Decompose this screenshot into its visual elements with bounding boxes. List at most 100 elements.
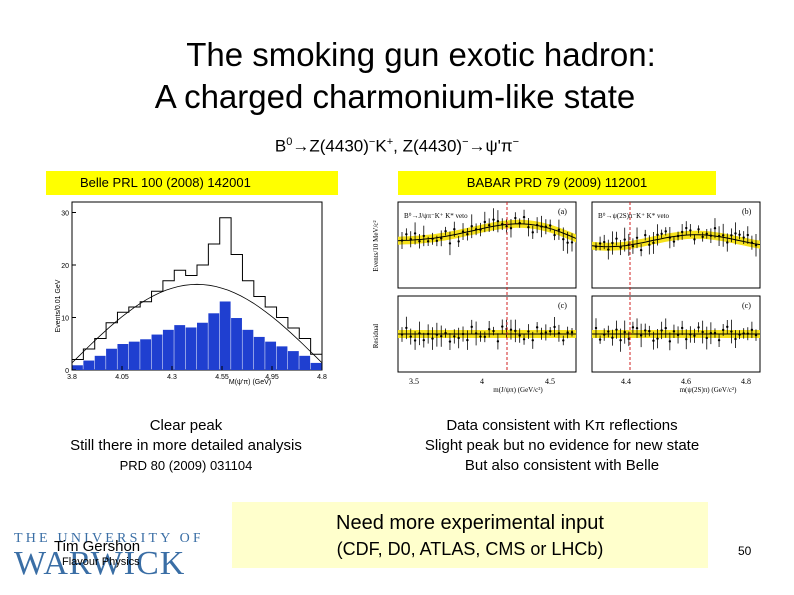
babar-fit-curve [591, 234, 761, 248]
babar-y-label-top: Events/10 MeV/c² [372, 220, 380, 271]
babar-data-point [479, 228, 482, 231]
babar-data-point [754, 333, 758, 337]
subtitle-part: →ψ'π [468, 136, 513, 156]
belle-y-tick-label: 20 [61, 263, 69, 270]
babar-data-point [660, 329, 663, 332]
babar-data-point [522, 215, 526, 219]
babar-data-point [522, 338, 526, 341]
babar-data-point [644, 233, 647, 237]
babar-data-point [656, 337, 659, 340]
belle-histogram: 30 20 10 03.8 4.05 4.3 4.55 4.95 4.8 Events/0.01… [50, 196, 328, 386]
babar-x-tick-label: 4.4 [621, 377, 631, 386]
babar-data-point [496, 220, 500, 223]
babar-data-point [713, 226, 717, 230]
belle-sideband-bar [231, 318, 242, 370]
babar-panel-label: (b) [742, 207, 752, 216]
belle-reference: Belle PRL 100 (2008) 142001 [46, 171, 338, 195]
belle-sideband-bar [94, 355, 106, 370]
belle-sideband-bar [310, 362, 322, 370]
babar-data-point [474, 228, 478, 231]
belle-sideband-bar [299, 355, 311, 370]
babar-data-point [730, 330, 733, 333]
babar-data-point [660, 232, 663, 236]
subtitle-part: + [386, 136, 394, 148]
babar-data-point [701, 330, 704, 334]
babar-data-point [598, 242, 602, 245]
babar-data-point [527, 226, 530, 229]
babar-data-point [615, 237, 618, 240]
babar-data-point [470, 225, 473, 228]
babar-data-point [570, 331, 574, 334]
babar-data-point [549, 224, 552, 227]
babar-data-point [535, 326, 539, 329]
babar-data-point [409, 335, 412, 338]
belle-x-tick-label: 4.95 [265, 374, 279, 381]
babar-data-point [453, 228, 456, 231]
babar-data-point [514, 216, 517, 220]
decay-subtitle: B0→Z(4430)−K+, Z(4430)−→ψ'π− [0, 136, 794, 157]
babar-data-point [435, 239, 439, 243]
babar-data-point [697, 228, 700, 231]
warwick-logo: THE UNIVERSITY OF WARWICK [14, 531, 200, 580]
caption-line: Data consistent with Kπ reflections [446, 417, 678, 434]
babar-data-point [448, 340, 452, 343]
subtitle-part: , Z(4430) [393, 136, 463, 156]
babar-data-point [738, 233, 741, 236]
babar-data-point [689, 229, 692, 232]
babar-data-point [549, 330, 552, 333]
caption-line: Still there in more detailed analysis [70, 437, 302, 454]
belle-sideband-bar [128, 341, 140, 370]
babar-data-point [431, 237, 434, 241]
babar-data-point [413, 232, 417, 235]
babar-data-point [540, 225, 543, 228]
babar-data-point [518, 334, 521, 337]
babar-data-point [672, 240, 676, 243]
babar-error-band [398, 219, 576, 245]
babar-data-point [603, 240, 606, 244]
babar-data-point [713, 331, 717, 335]
babar-data-point [652, 339, 655, 342]
babar-data-point [717, 339, 721, 342]
babar-data-point [603, 333, 606, 336]
babar-data-point [738, 333, 741, 336]
babar-data-point [721, 328, 725, 332]
conclusion-box: Need more experimental input (CDF, D0, A… [232, 502, 708, 568]
subtitle-part: − [462, 136, 469, 148]
babar-data-point [422, 234, 425, 238]
belle-x-tick-label: 4.8 [317, 374, 327, 381]
babar-data-point [466, 233, 469, 236]
belle-sideband-bar [162, 329, 174, 370]
belle-sideband-bar [140, 339, 152, 370]
babar-data-point [639, 248, 643, 252]
subtitle-part: − [512, 136, 520, 148]
subtitle-part: − [368, 136, 376, 148]
caption-line: But also consistent with Belle [464, 457, 660, 474]
babar-data-point [514, 329, 517, 333]
babar-data-point [509, 328, 513, 331]
belle-y-tick-label: 0 [65, 368, 69, 375]
babar-data-point [483, 220, 487, 224]
belle-sideband-bar [253, 336, 265, 370]
babar-data-point [705, 232, 708, 236]
babar-data-point [527, 330, 530, 333]
babar-x-tick-label: 4.6 [681, 377, 691, 386]
belle-x-tick-label: 4.05 [115, 374, 129, 381]
babar-reference: BABAR PRD 79 (2009) 112001 [398, 171, 716, 195]
babar-x-axis-label: m(J/ψπ) (GeV/c²) [493, 386, 543, 394]
babar-data-point [664, 326, 667, 330]
babar-data-point [400, 239, 404, 242]
babar-data-point [664, 230, 667, 233]
babar-data-point [540, 332, 543, 335]
babar-data-point [562, 238, 565, 241]
slide-title-line2: A charged charmonium-like state [154, 78, 636, 115]
babar-x-tick-label: 4.5 [545, 377, 555, 386]
babar-data-point [623, 238, 626, 241]
babar-data-point [444, 331, 447, 335]
belle-sideband-bar [106, 348, 117, 370]
babar-data-point [652, 241, 655, 245]
babar-data-point [440, 334, 443, 338]
belle-sideband-bar [208, 313, 220, 370]
babar-data-point [557, 228, 561, 231]
babar-data-point [461, 332, 465, 336]
babar-plot-area: (a) (b) (c) (c) B⁰→J/ψπ⁻K⁺ K* veto B⁰→ψ(2S)π⁻… [372, 201, 761, 394]
